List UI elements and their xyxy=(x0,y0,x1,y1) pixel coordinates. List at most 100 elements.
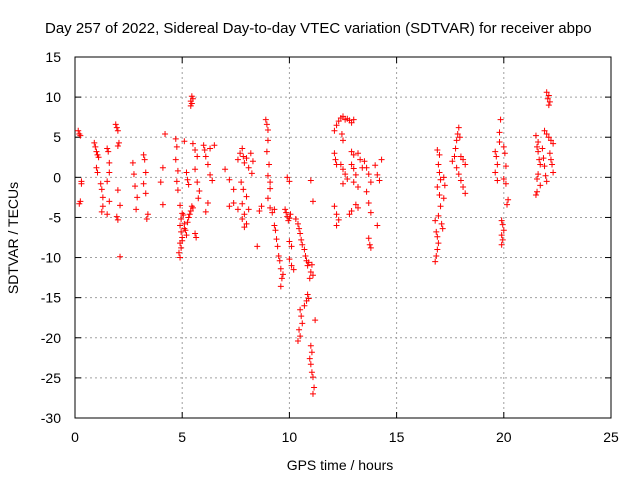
data-point xyxy=(211,142,218,149)
data-point xyxy=(365,235,372,242)
data-point xyxy=(264,172,271,179)
data-point xyxy=(185,214,192,221)
data-point xyxy=(366,241,373,248)
data-point xyxy=(432,217,439,224)
data-point xyxy=(535,139,542,146)
data-point xyxy=(290,266,297,273)
data-point xyxy=(374,171,381,178)
x-tick-label: 0 xyxy=(71,429,79,445)
data-point xyxy=(157,179,164,186)
data-point xyxy=(263,148,270,155)
data-point xyxy=(355,183,362,190)
data-point xyxy=(311,384,318,391)
data-point xyxy=(436,151,443,158)
data-point xyxy=(239,216,246,223)
data-point xyxy=(355,204,362,211)
data-point xyxy=(493,153,500,160)
data-point xyxy=(262,116,269,123)
data-point xyxy=(363,164,370,171)
data-point xyxy=(346,211,353,218)
data-point xyxy=(247,150,254,157)
data-point xyxy=(142,169,149,176)
data-point xyxy=(298,313,305,320)
data-point xyxy=(535,171,542,178)
data-point xyxy=(95,154,102,161)
data-point xyxy=(496,139,503,146)
data-point xyxy=(307,342,314,349)
data-point xyxy=(348,208,355,215)
data-point xyxy=(77,132,84,139)
data-point xyxy=(106,198,113,205)
data-point xyxy=(501,150,508,157)
data-point xyxy=(133,206,140,213)
data-point xyxy=(140,151,147,158)
y-tick-label: 5 xyxy=(53,129,61,145)
data-point xyxy=(534,143,541,150)
data-point xyxy=(234,156,241,163)
data-point xyxy=(337,161,344,168)
data-point xyxy=(348,161,355,168)
data-point xyxy=(352,171,359,178)
data-point xyxy=(97,180,104,187)
y-tick-label: -30 xyxy=(41,410,61,426)
data-point xyxy=(286,256,293,263)
data-point xyxy=(240,186,247,193)
data-point xyxy=(496,129,503,136)
data-point xyxy=(175,249,182,256)
data-point xyxy=(112,121,119,128)
data-point xyxy=(550,140,557,147)
data-point xyxy=(288,243,295,250)
data-point xyxy=(306,275,313,282)
data-point xyxy=(104,178,111,185)
data-point xyxy=(114,216,121,223)
data-point xyxy=(365,171,372,178)
data-point xyxy=(288,262,295,269)
x-axis-label: GPS time / hours xyxy=(287,457,394,473)
data-point xyxy=(140,180,147,187)
data-point xyxy=(114,127,121,134)
data-point xyxy=(264,195,271,202)
data-point xyxy=(226,176,233,183)
data-point xyxy=(301,246,308,253)
data-point xyxy=(240,153,247,160)
data-point xyxy=(178,216,185,223)
y-tick-label: 10 xyxy=(45,89,61,105)
data-point xyxy=(256,208,263,215)
data-point xyxy=(172,135,179,142)
data-point xyxy=(498,241,505,248)
data-point xyxy=(207,171,214,178)
data-point xyxy=(187,208,194,215)
data-point xyxy=(142,190,149,197)
x-tick-label: 10 xyxy=(282,429,298,445)
data-point xyxy=(331,150,338,157)
data-point xyxy=(460,183,467,190)
grid xyxy=(75,57,611,418)
data-point xyxy=(98,186,105,193)
data-point xyxy=(454,131,461,138)
y-tick-label: -10 xyxy=(41,250,61,266)
data-point xyxy=(129,159,136,166)
data-point xyxy=(245,164,252,171)
data-point xyxy=(502,163,509,170)
data-point xyxy=(543,89,550,96)
data-point xyxy=(309,198,316,205)
y-tick-label: -15 xyxy=(41,290,61,306)
data-point xyxy=(367,244,374,251)
data-point xyxy=(545,102,552,109)
data-point xyxy=(333,222,340,229)
data-point xyxy=(499,221,506,228)
data-point xyxy=(332,156,339,163)
data-point xyxy=(457,177,464,184)
data-point xyxy=(301,302,308,309)
data-point xyxy=(348,148,355,155)
data-point xyxy=(177,254,184,261)
data-point xyxy=(307,361,314,368)
data-point xyxy=(241,211,248,218)
data-point xyxy=(340,166,346,173)
data-point xyxy=(436,169,443,176)
data-point xyxy=(104,145,111,152)
data-point xyxy=(494,177,501,184)
data-point xyxy=(536,156,543,163)
data-point xyxy=(457,153,464,160)
